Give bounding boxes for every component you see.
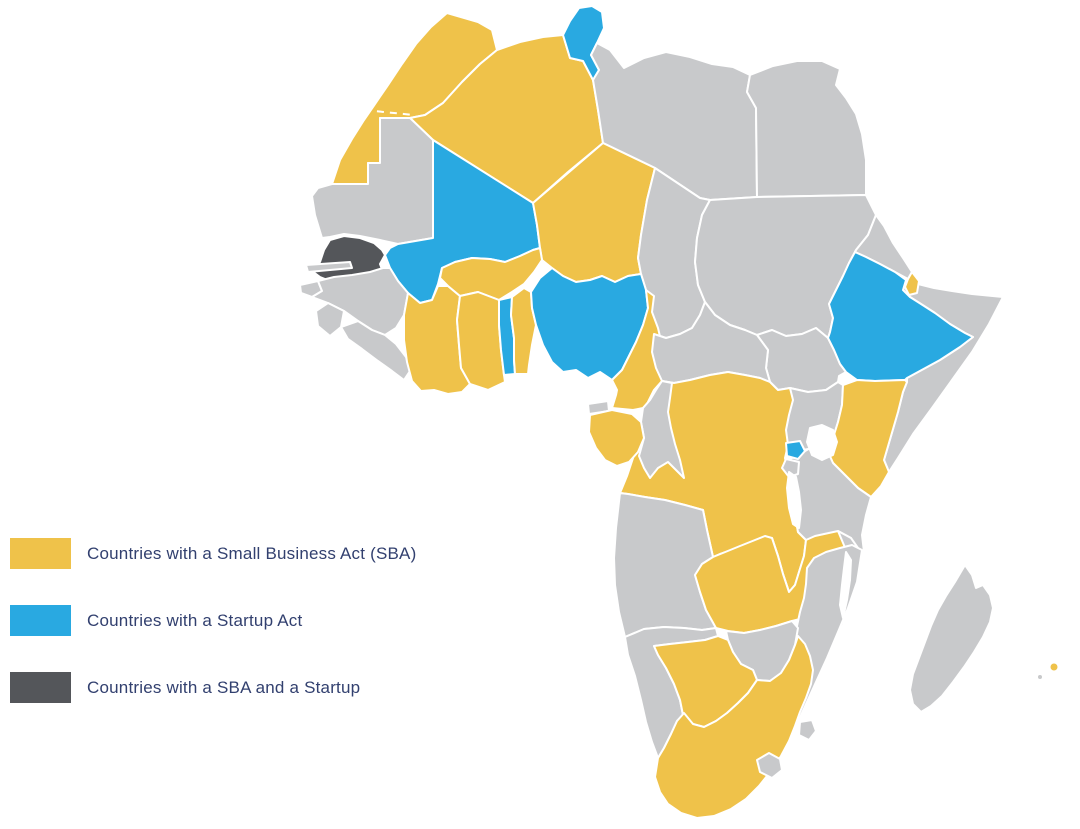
country-reunion: [1036, 673, 1044, 681]
country-sierra-leone: [315, 302, 345, 337]
country-ghana: [456, 291, 506, 391]
legend-item-both: Countries with a SBA and a Startup: [10, 672, 416, 703]
lake-malawi: [839, 551, 852, 619]
morocco-western-sahara-dashed-border: [363, 109, 415, 116]
country-gambia: [305, 261, 353, 273]
country-gabon: [588, 409, 645, 467]
startup-color-swatch: [10, 605, 71, 636]
startup-legend-label: Countries with a Startup Act: [87, 610, 303, 630]
country-rwanda: [785, 440, 806, 460]
sba-color-swatch: [10, 538, 71, 569]
both-color-swatch: [10, 672, 71, 703]
country-madagascar: [909, 564, 994, 713]
country-eswatini: [798, 719, 817, 741]
country-djibouti: [904, 271, 920, 296]
both-legend-label: Countries with a SBA and a Startup: [87, 677, 361, 697]
map-legend: Countries with a Small Business Act (SBA…: [10, 538, 416, 739]
country-guinea: [311, 267, 409, 336]
lake-victoria: [806, 424, 838, 461]
country-mauritania: [311, 117, 434, 245]
legend-item-sba: Countries with a Small Business Act (SBA…: [10, 538, 416, 569]
country-lesotho: [756, 752, 783, 779]
country-congo: [638, 380, 685, 479]
country-ethiopia: [827, 251, 974, 382]
legend-item-startup: Countries with a Startup Act: [10, 605, 416, 636]
country-burkina-faso: [439, 247, 543, 301]
sba-legend-label: Countries with a Small Business Act (SBA…: [87, 543, 417, 563]
country-south-africa: [654, 635, 814, 819]
country-egypt: [746, 60, 867, 198]
country-mauritius: [1048, 661, 1060, 673]
lake-tanganyika: [786, 471, 802, 529]
